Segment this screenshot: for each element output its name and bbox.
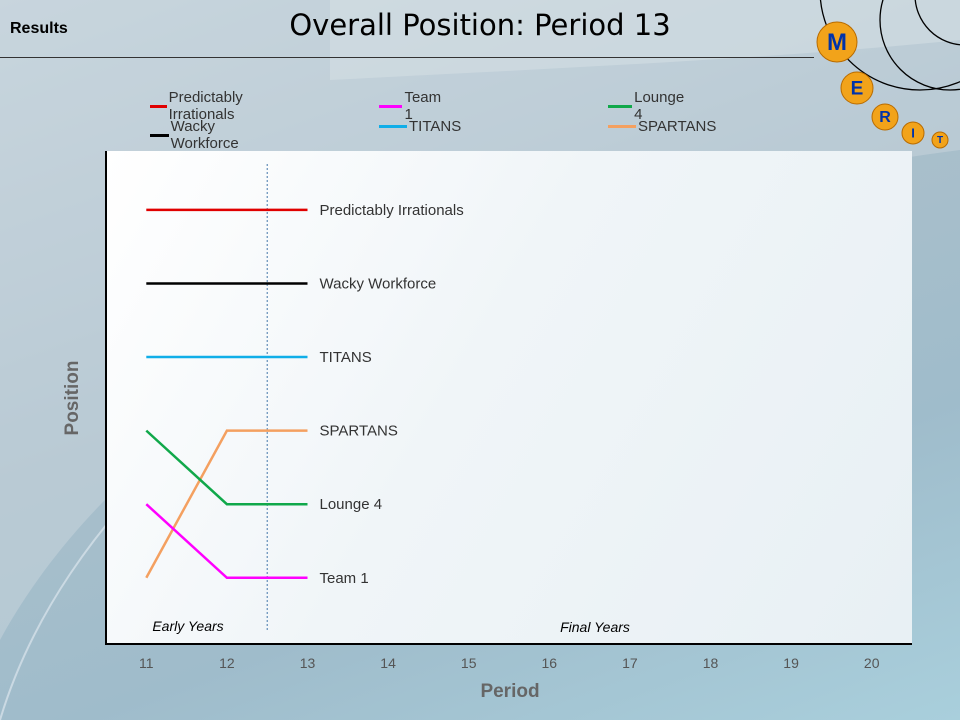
- logo-ball: [871, 103, 899, 131]
- y-axis-title: Position: [62, 361, 83, 436]
- legend-label: Predictably Irrationals: [168, 89, 243, 123]
- legend-item: Team 1: [379, 89, 446, 123]
- series-end-label: Wacky Workforce: [320, 275, 437, 292]
- logo-letter: M: [827, 29, 847, 56]
- legend-label: TITANS: [409, 118, 462, 135]
- x-tick-label: 18: [703, 655, 719, 671]
- logo-ball: [901, 121, 925, 145]
- merit-logo: M ER I T: [816, 0, 960, 149]
- x-tick-label: 11: [139, 655, 154, 671]
- logo-ball: [816, 21, 858, 63]
- legend-label: Team 1: [404, 89, 442, 123]
- page-title: Overall Position: Period 13: [289, 8, 671, 42]
- x-tick-label: 12: [219, 655, 235, 671]
- x-tick-label: 13: [300, 655, 316, 671]
- legend-item: Lounge 4: [608, 89, 688, 123]
- legend-swatch: [379, 104, 403, 108]
- plot-area: [106, 151, 912, 644]
- legend-swatch: [150, 133, 169, 137]
- x-tick-label: 15: [461, 655, 477, 671]
- legend-swatch: [608, 125, 636, 128]
- legend-item: Predictably Irrationals: [150, 89, 254, 123]
- header-divider: [0, 57, 814, 58]
- logo-letter: I: [911, 125, 915, 140]
- series-line: [145, 503, 308, 580]
- logo-ball: [931, 131, 949, 149]
- series-line: [145, 429, 308, 506]
- x-tick-label: 14: [380, 655, 396, 671]
- legend-item: TITANS: [379, 118, 461, 135]
- legend-label: Lounge 4: [634, 89, 685, 123]
- x-tick-label: 16: [542, 655, 558, 671]
- legend-swatch: [608, 104, 633, 108]
- early-years-annotation: Early Years: [152, 618, 223, 634]
- final-years-annotation: Final Years: [560, 619, 630, 635]
- series-end-label: Lounge 4: [320, 496, 383, 513]
- series-end-label: SPARTANS: [320, 423, 398, 440]
- series-end-label: TITANS: [320, 349, 372, 366]
- x-tick-label: 20: [864, 655, 880, 671]
- logo-letter: T: [937, 135, 943, 146]
- legend-label: Wacky Workforce: [170, 118, 239, 152]
- logo-letter: E: [851, 78, 864, 99]
- legend-swatch: [379, 125, 407, 128]
- logo-ball: [840, 71, 874, 105]
- legend-item: SPARTANS: [608, 118, 716, 135]
- legend-label: SPARTANS: [638, 118, 717, 135]
- legend-swatch: [150, 104, 167, 108]
- section-label: Results: [10, 20, 68, 37]
- x-tick-label: 17: [622, 655, 638, 671]
- series-end-label: Predictably Irrationals: [320, 202, 464, 219]
- legend-item: Wacky Workforce: [150, 118, 248, 152]
- logo-letter: R: [879, 109, 891, 126]
- x-tick-label: 19: [783, 655, 799, 671]
- x-axis-title: Period: [480, 681, 539, 702]
- series-end-label: Team 1: [320, 570, 369, 587]
